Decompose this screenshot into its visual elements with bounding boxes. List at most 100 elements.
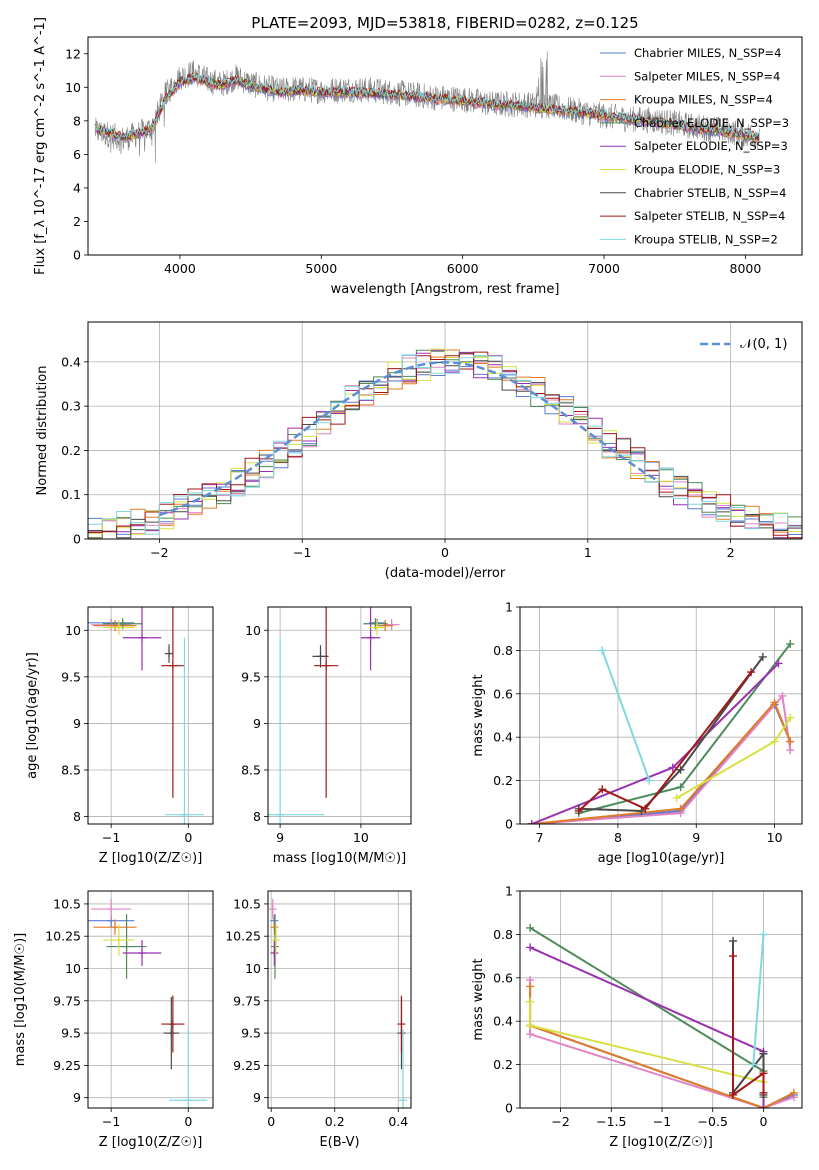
series-marker [526, 997, 535, 1006]
y-tick-label: 10 [65, 80, 81, 95]
model-spectrum-line [94, 71, 760, 141]
y-tick-label: 1 [505, 884, 513, 899]
y-tick-label: 9 [253, 716, 261, 731]
x-tick-label: −2 [150, 545, 168, 560]
x-tick-label: 1 [584, 545, 592, 560]
x-tick-label: 7 [536, 830, 544, 845]
series-line [732, 940, 765, 1096]
x-axis-label: E(B-V) [319, 1135, 359, 1150]
y-tick-label: 0.6 [493, 970, 513, 985]
axes-frame [87, 606, 214, 825]
y-tick-label: 8 [73, 113, 81, 128]
histogram-step [88, 351, 802, 539]
data-point [399, 1096, 408, 1105]
data-point [270, 923, 279, 932]
x-tick-label: −1.5 [596, 1114, 626, 1129]
panel-spectrum: 4000 5000 6000 7000 8000 0 2 4 6 8 10 12 wavelength … [33, 17, 803, 297]
y-tick-label: 0.4 [61, 354, 81, 369]
series-marker [786, 639, 795, 648]
data-point [111, 621, 120, 630]
model-spectrum-line [94, 73, 760, 140]
model-spectrum-line [94, 74, 760, 143]
x-tick-label: 2 [727, 545, 735, 560]
histogram-step [88, 348, 802, 535]
data-point [168, 1020, 177, 1029]
x-axis-label: wavelength [Angstrom, rest frame] [331, 282, 560, 297]
model-spectrum-line [94, 74, 760, 144]
series-line [676, 717, 792, 799]
data-point [322, 661, 331, 670]
series-marker [526, 1021, 535, 1030]
data-point [167, 1029, 176, 1038]
model-spectrum-line [94, 76, 760, 142]
series-line [531, 702, 792, 824]
axes-frame [87, 36, 803, 256]
x-tick-label: 0 [441, 545, 449, 560]
data-point [270, 949, 279, 957]
model-spectrum-line [94, 72, 760, 141]
y-tick-label: 9.75 [53, 993, 81, 1008]
data-point [387, 620, 396, 629]
series-marker [759, 1104, 768, 1108]
series-marker [729, 1090, 738, 1099]
x-tick-label: 9 [692, 830, 700, 845]
series-marker [747, 668, 756, 677]
x-tick-label: 5000 [305, 261, 337, 276]
x-axis-label: (data-model)/error [385, 566, 506, 581]
data-point [271, 936, 280, 945]
data-point [114, 623, 123, 632]
legend-label: Kroupa ELODIE, N_SSP=3 [634, 163, 780, 177]
y-tick-label: 10 [65, 961, 81, 976]
x-tick-label: −1 [653, 1114, 671, 1129]
series-marker [676, 804, 685, 813]
legend-label: Salpeter MILES, N_SSP=4 [634, 69, 780, 83]
series-marker [749, 1060, 758, 1069]
panel-mass-vs-e-b-v-: 0 0.2 0.4 9 9.25 9.5 9.75 10 10.25 10.5 E(B-V) [225, 890, 412, 1150]
model-spectrum-line [94, 73, 760, 141]
x-tick-label: 7000 [588, 261, 620, 276]
plot-area [268, 898, 408, 1108]
data-point [268, 905, 277, 914]
histogram-step [88, 352, 802, 539]
y-tick-label: 0 [73, 248, 81, 263]
y-tick-label: 10 [65, 623, 81, 638]
data-point [371, 619, 380, 628]
series-marker [789, 1088, 798, 1097]
figure-title: PLATE=2093, MJD=53818, FIBERID=0282, z=0… [251, 14, 638, 32]
series-marker [526, 1030, 535, 1039]
panel-mass-weight-vs-age: 7 8 9 10 0 0.2 0.4 0.6 0.8 1 age [log10(age/yr)] ma… [471, 600, 803, 866]
y-tick-label: 9.5 [241, 1026, 261, 1041]
data-point [397, 1020, 406, 1029]
x-tick-label: 6000 [447, 261, 479, 276]
y-tick-label: 9 [73, 1090, 81, 1105]
series-marker [778, 691, 787, 700]
panel-mass-weight-vs-z: −2 −1.5 −1 −0.5 0 0 0.2 0.4 0.6 0.8 1 Z [log10(Z/Z☉… [471, 884, 803, 1150]
series-marker [598, 646, 607, 655]
y-tick-label: 0 [505, 1101, 513, 1116]
data-point [316, 652, 325, 661]
y-tick-label: 9 [253, 1090, 261, 1105]
x-tick-label: 0 [759, 1114, 767, 1129]
series-marker [758, 652, 767, 661]
y-tick-label: 10.5 [233, 896, 261, 911]
x-axis-label: Z [log10(Z/Z☉)] [609, 1135, 713, 1150]
y-tick-label: 10.25 [225, 929, 261, 944]
series-marker [759, 1049, 768, 1058]
legend-label: Chabrier STELIB, N_SSP=4 [634, 186, 786, 200]
y-axis-label: mass weight [471, 958, 486, 1040]
y-tick-label: 9.25 [53, 1058, 81, 1073]
y-tick-label: 0.8 [493, 927, 513, 942]
x-tick-label: 10 [767, 830, 783, 845]
series-line [529, 1001, 764, 1083]
axes-frame [519, 890, 803, 1109]
x-tick-label: −1 [102, 830, 120, 845]
y-tick-label: 9.75 [233, 993, 261, 1008]
legend-label: Kroupa STELIB, N_SSP=2 [634, 232, 778, 246]
legend-label: Chabrier MILES, N_SSP=4 [634, 46, 781, 60]
y-tick-label: 12 [65, 46, 81, 61]
y-tick-label: 0.3 [61, 399, 81, 414]
series-marker [774, 659, 783, 668]
data-point [168, 661, 177, 670]
y-tick-label: 8 [253, 809, 261, 824]
y-tick-label: 9.5 [61, 1026, 81, 1041]
